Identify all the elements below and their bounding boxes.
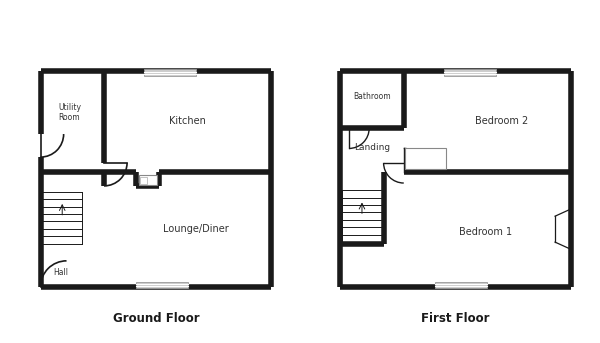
Text: First Floor: First Floor — [421, 312, 490, 325]
Bar — [405, 147, 446, 169]
Text: Hall: Hall — [53, 268, 68, 277]
Bar — [136, 282, 188, 288]
Bar — [140, 177, 147, 184]
Text: Bedroom 2: Bedroom 2 — [475, 116, 529, 126]
Text: Ground Floor: Ground Floor — [113, 312, 199, 325]
Text: Kitchen: Kitchen — [169, 116, 206, 126]
Text: Bedroom 1: Bedroom 1 — [460, 227, 512, 237]
Bar — [145, 69, 196, 76]
Text: Bathroom: Bathroom — [353, 92, 391, 101]
Text: Lounge/Diner: Lounge/Diner — [163, 224, 229, 234]
Text: Utility
Room: Utility Room — [58, 103, 81, 122]
Bar — [139, 175, 157, 185]
Text: Landing: Landing — [354, 142, 390, 152]
Bar — [436, 282, 487, 288]
Bar — [444, 69, 496, 76]
